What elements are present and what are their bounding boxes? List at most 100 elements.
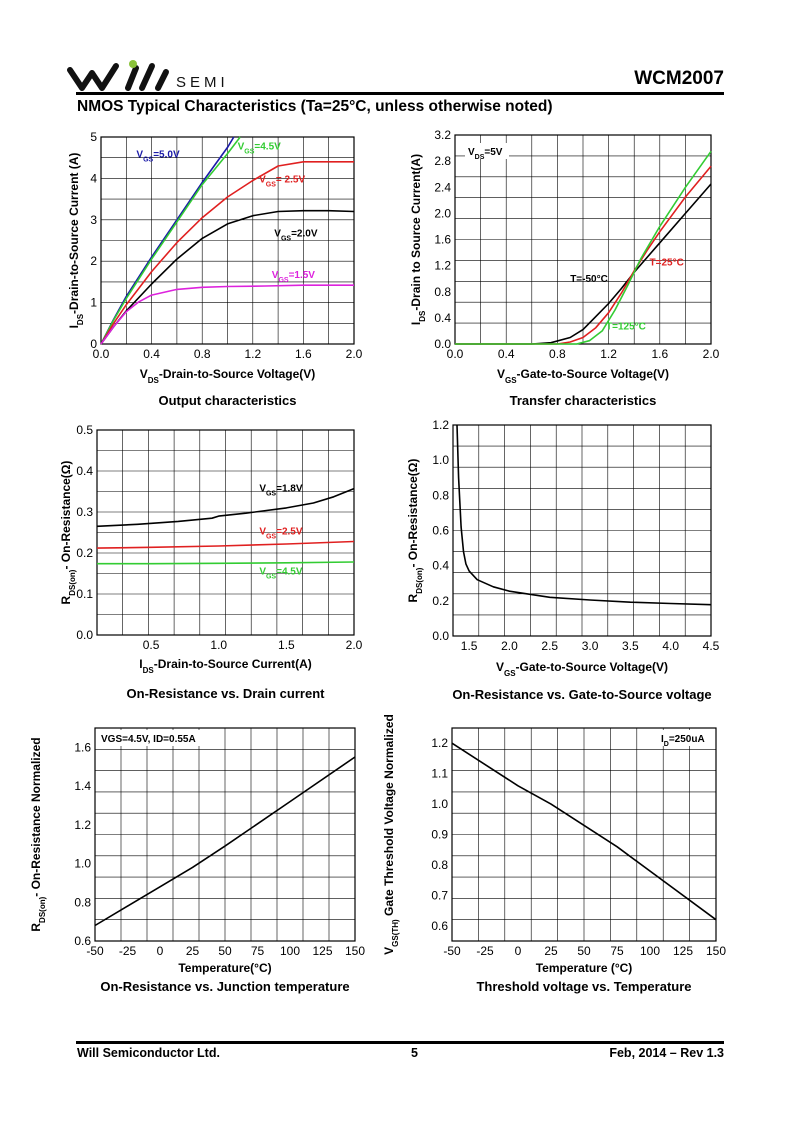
inset-label-text: VDS=5V bbox=[468, 147, 503, 161]
x-tick-label: 3.5 bbox=[622, 639, 639, 653]
grid bbox=[97, 430, 354, 635]
part-number: WCM2007 bbox=[634, 68, 724, 89]
series-label: T=25°C bbox=[650, 258, 684, 269]
chart-title: Transfer characteristics bbox=[510, 393, 657, 408]
series-line bbox=[100, 160, 354, 345]
x-tick-label: 0.0 bbox=[93, 347, 110, 361]
y-tick-label: 0.7 bbox=[431, 888, 448, 902]
series-label: VGS= 2.5V bbox=[259, 175, 305, 189]
on-resistance-vs-gate-voltage-chart: 1.5 2.0 2.5 3.0 3.5 4.0 4.5 0.0 0.2 0.4 0.6 0.8 1.0 1… bbox=[406, 418, 720, 702]
x-tick-label: 2.0 bbox=[703, 347, 720, 361]
series-label: VGS=4.5V bbox=[238, 141, 282, 155]
x-tick-label: 2.0 bbox=[346, 638, 363, 652]
x-axis-label: Temperature(°C) bbox=[178, 961, 271, 975]
plot-frame bbox=[451, 727, 717, 942]
y-tick-label: 0.8 bbox=[434, 285, 451, 299]
y-tick-label: 0.4 bbox=[76, 464, 93, 478]
x-tick-label: 150 bbox=[345, 944, 365, 958]
chart-title: Threshold voltage vs. Temperature bbox=[476, 979, 691, 994]
x-tick-label: 75 bbox=[251, 944, 265, 958]
x-tick-label: 50 bbox=[218, 944, 232, 958]
inset-label-bg bbox=[658, 730, 714, 746]
header-rule bbox=[76, 92, 724, 95]
x-tick-label: 4.0 bbox=[662, 639, 679, 653]
y-tick-label: 1.0 bbox=[431, 797, 448, 811]
x-tick-label: 1.2 bbox=[244, 347, 261, 361]
output-characteristics-chart: 0.0 0.4 0.8 1.2 1.6 2.0 0 1 2 3 4 5 VDS-Drain-to-Sou… bbox=[67, 130, 363, 408]
y-tick-label: 0.6 bbox=[431, 919, 448, 933]
y-tick-label: 1.4 bbox=[74, 779, 91, 793]
x-tick-label: 4.5 bbox=[703, 639, 720, 653]
series-line bbox=[455, 183, 712, 345]
y-axis-label: IDS-Drain to Source Current(A) bbox=[409, 154, 427, 325]
y-tick-label: 0.9 bbox=[431, 828, 448, 842]
x-tick-label: 0.0 bbox=[447, 347, 464, 361]
y-tick-label: 0.0 bbox=[76, 628, 93, 642]
series-line bbox=[96, 540, 355, 549]
x-axis-label: VGS-Gate-to-Source Voltage(V) bbox=[497, 367, 669, 385]
series-label: VGS=1.8V bbox=[259, 484, 303, 498]
y-tick-label: 0.4 bbox=[432, 559, 449, 573]
y-tick-label: 0.6 bbox=[432, 524, 449, 538]
x-tick-label: 0.4 bbox=[498, 347, 515, 361]
series-line bbox=[97, 561, 355, 565]
x-tick-label: 75 bbox=[610, 944, 624, 958]
grid bbox=[452, 728, 716, 941]
x-tick-label: 1.5 bbox=[461, 639, 478, 653]
x-axis-label: Temperature (°C) bbox=[536, 961, 633, 975]
y-tick-label: 1.6 bbox=[74, 740, 91, 754]
x-axis-label: VGS-Gate-to-Source Voltage(V) bbox=[496, 660, 668, 678]
y-tick-label: 1.0 bbox=[74, 857, 91, 871]
y-tick-label: 0.2 bbox=[76, 546, 93, 560]
y-tick-label: 1 bbox=[90, 296, 97, 310]
y-tick-label: 0.4 bbox=[434, 311, 451, 325]
plot-frame bbox=[96, 429, 355, 636]
inset-label: VDS=5V bbox=[465, 143, 509, 161]
x-tick-label: 50 bbox=[577, 944, 591, 958]
series-line bbox=[455, 150, 712, 345]
footer-company: Will Semiconductor Ltd. bbox=[77, 1046, 220, 1060]
series-label: VGS=2.0V bbox=[274, 228, 318, 242]
on-resistance-vs-drain-current-chart: 0.5 1.0 1.5 2.0 0.0 0.1 0.2 0.3 0.4 0.5 IDS-Drain-… bbox=[59, 423, 363, 701]
y-tick-label: 0.6 bbox=[74, 934, 91, 948]
threshold-voltage-vs-temperature-chart: -50 -25 0 25 50 75 100 125 150 0.6 0.7 0.8 0.9 1.0 1.1… bbox=[382, 714, 726, 994]
x-tick-label: 2.0 bbox=[346, 347, 363, 361]
series-line bbox=[94, 756, 356, 927]
y-tick-label: 4 bbox=[90, 171, 97, 185]
y-axis-label: VGS(TH) Gate Threshold Voltage Normalize… bbox=[382, 714, 400, 955]
plot-frame bbox=[454, 134, 712, 345]
inset-label: ID=250uA bbox=[658, 730, 714, 748]
inset-label: VGS=4.5V, ID=0.55A bbox=[98, 730, 214, 746]
x-tick-label: 1.6 bbox=[651, 347, 668, 361]
grid bbox=[95, 728, 355, 941]
y-axis-label: IDS-Drain-to-Source Current (A) bbox=[67, 153, 85, 329]
series-line bbox=[100, 284, 354, 345]
series-label: T=-50°C bbox=[570, 274, 608, 285]
y-tick-label: 5 bbox=[90, 130, 97, 144]
x-tick-label: -50 bbox=[443, 944, 461, 958]
chart-title: Output characteristics bbox=[159, 393, 297, 408]
chart-title: On-Resistance vs. Drain current bbox=[127, 686, 326, 701]
y-tick-label: 0.0 bbox=[434, 337, 451, 351]
y-tick-label: 3.2 bbox=[434, 128, 451, 142]
y-tick-label: 1.0 bbox=[432, 453, 449, 467]
y-tick-label: 1.2 bbox=[432, 418, 449, 432]
x-tick-label: 0 bbox=[515, 944, 522, 958]
series-label: VGS=5.0V bbox=[136, 150, 180, 164]
y-tick-label: 1.2 bbox=[431, 736, 448, 750]
x-axis-label: VDS-Drain-to-Source Voltage(V) bbox=[140, 367, 316, 385]
y-tick-label: 2 bbox=[90, 254, 97, 268]
inset-label-bg bbox=[98, 730, 214, 746]
footer-revision: Feb, 2014 – Rev 1.3 bbox=[609, 1046, 724, 1060]
series-line bbox=[96, 487, 355, 528]
x-tick-label: 0.4 bbox=[143, 347, 160, 361]
section-title: NMOS Typical Characteristics (Ta=25°C, u… bbox=[77, 98, 553, 115]
x-tick-label: 125 bbox=[312, 944, 332, 958]
y-tick-label: 2.8 bbox=[434, 154, 451, 168]
y-tick-label: 1.2 bbox=[74, 818, 91, 832]
logo-text: SEMI bbox=[176, 74, 229, 91]
will-semi-logo: SEMI bbox=[67, 60, 229, 91]
x-tick-label: 1.0 bbox=[210, 638, 227, 652]
plot-frame bbox=[452, 424, 712, 637]
y-tick-label: 0.8 bbox=[432, 488, 449, 502]
